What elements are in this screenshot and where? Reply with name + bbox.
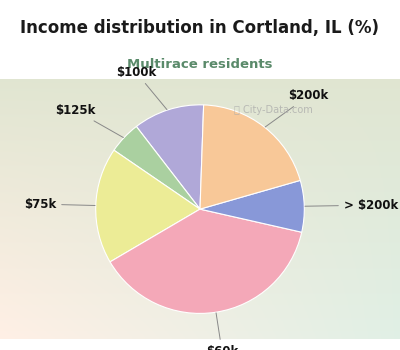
Wedge shape xyxy=(110,209,302,313)
Text: Income distribution in Cortland, IL (%): Income distribution in Cortland, IL (%) xyxy=(20,19,380,36)
Text: $125k: $125k xyxy=(55,104,123,138)
Wedge shape xyxy=(200,180,304,232)
Text: $60k: $60k xyxy=(206,313,238,350)
Text: Ⓣ City-Data.com: Ⓣ City-Data.com xyxy=(234,105,312,115)
Text: $200k: $200k xyxy=(265,89,329,127)
Text: $75k: $75k xyxy=(24,198,95,211)
Text: $100k: $100k xyxy=(116,65,167,110)
Wedge shape xyxy=(200,105,300,209)
Text: Multirace residents: Multirace residents xyxy=(127,58,273,71)
Wedge shape xyxy=(96,150,200,262)
Wedge shape xyxy=(136,105,204,209)
Wedge shape xyxy=(114,126,200,209)
Text: > $200k: > $200k xyxy=(305,198,398,212)
